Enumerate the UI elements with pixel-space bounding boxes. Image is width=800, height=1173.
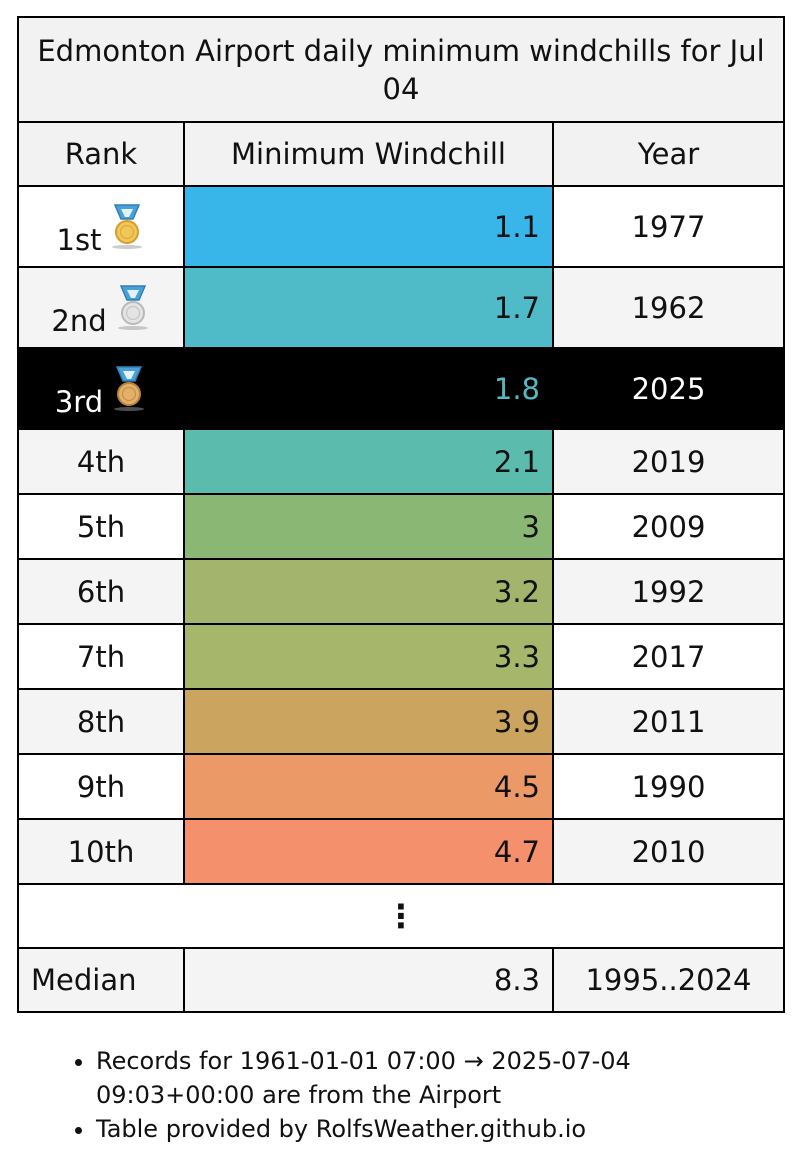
rank-cell: 10th [17, 818, 185, 885]
gold-medal-icon [112, 203, 143, 249]
source-note: Records for 1961-01-01 07:00 → 2025-07-0… [96, 1044, 736, 1112]
year-cell: 1962 [552, 266, 785, 349]
windchill-value-cell: 3 [183, 493, 554, 560]
table-row: 8th 3.9 2011 [17, 688, 785, 755]
year-column-header: Year [552, 121, 785, 187]
table-row: 6th 3.2 1992 [17, 558, 785, 625]
windchill-value-cell: 3.3 [183, 623, 554, 690]
windchill-value-cell: 1.7 [183, 266, 554, 349]
year-cell: 2009 [552, 493, 785, 560]
table-row: 5th 3 2009 [17, 493, 785, 560]
windchill-value-cell: 4.7 [183, 818, 554, 885]
table-row: 1st 1.1 1977 [17, 185, 785, 268]
windchill-value-cell: 3.9 [183, 688, 554, 755]
rank-cell: 3rd [17, 347, 185, 430]
year-cell: 2011 [552, 688, 785, 755]
median-label: Median [17, 947, 185, 1013]
table-row: 7th 3.3 2017 [17, 623, 785, 690]
rank-label: 3rd [54, 384, 104, 419]
rank-cell: 9th [17, 753, 185, 820]
table-row: 3rd 1.8 2025 [17, 347, 785, 430]
median-years: 1995..2024 [552, 947, 785, 1013]
table-row: 4th 2.1 2019 [17, 428, 785, 495]
year-cell: 1992 [552, 558, 785, 625]
bronze-medal-icon [114, 365, 145, 411]
silver-medal-icon [117, 284, 148, 330]
rank-cell: 5th [17, 493, 185, 560]
windchill-value-cell: 1.8 [183, 347, 554, 430]
rank-cell: 1st [17, 185, 185, 268]
windchill-column-header: Minimum Windchill [183, 121, 554, 187]
windchill-value-cell: 1.1 [183, 185, 554, 268]
year-cell: 1977 [552, 185, 785, 268]
credit-note: Table provided by RolfsWeather.github.io [96, 1112, 736, 1146]
table-row: 2nd 1.7 1962 [17, 266, 785, 349]
year-cell: 2017 [552, 623, 785, 690]
rank-cell: 6th [17, 558, 185, 625]
table-title: Edmonton Airport daily minimum windchill… [17, 16, 785, 123]
year-cell: 2025 [552, 347, 785, 430]
rank-label: 2nd [51, 303, 107, 338]
year-cell: 2010 [552, 818, 785, 885]
windchill-value-cell: 3.2 [183, 558, 554, 625]
footnotes: Records for 1961-01-01 07:00 → 2025-07-0… [52, 1044, 736, 1146]
ellipsis-row: ⋮ [17, 883, 785, 949]
ellipsis-cell: ⋮ [17, 883, 785, 949]
windchill-value-cell: 4.5 [183, 753, 554, 820]
rank-label: 1st [56, 222, 102, 257]
table-row: 9th 4.5 1990 [17, 753, 785, 820]
rank-cell: 8th [17, 688, 185, 755]
median-row: Median 8.3 1995..2024 [17, 947, 785, 1013]
rank-cell: 7th [17, 623, 185, 690]
rank-cell: 2nd [17, 266, 185, 349]
year-cell: 2019 [552, 428, 785, 495]
rank-cell: 4th [17, 428, 185, 495]
rank-column-header: Rank [17, 121, 185, 187]
records-table: Edmonton Airport daily minimum windchill… [17, 16, 785, 1013]
table-row: 10th 4.7 2010 [17, 818, 785, 885]
year-cell: 1990 [552, 753, 785, 820]
median-value: 8.3 [183, 947, 554, 1013]
windchill-value-cell: 2.1 [183, 428, 554, 495]
